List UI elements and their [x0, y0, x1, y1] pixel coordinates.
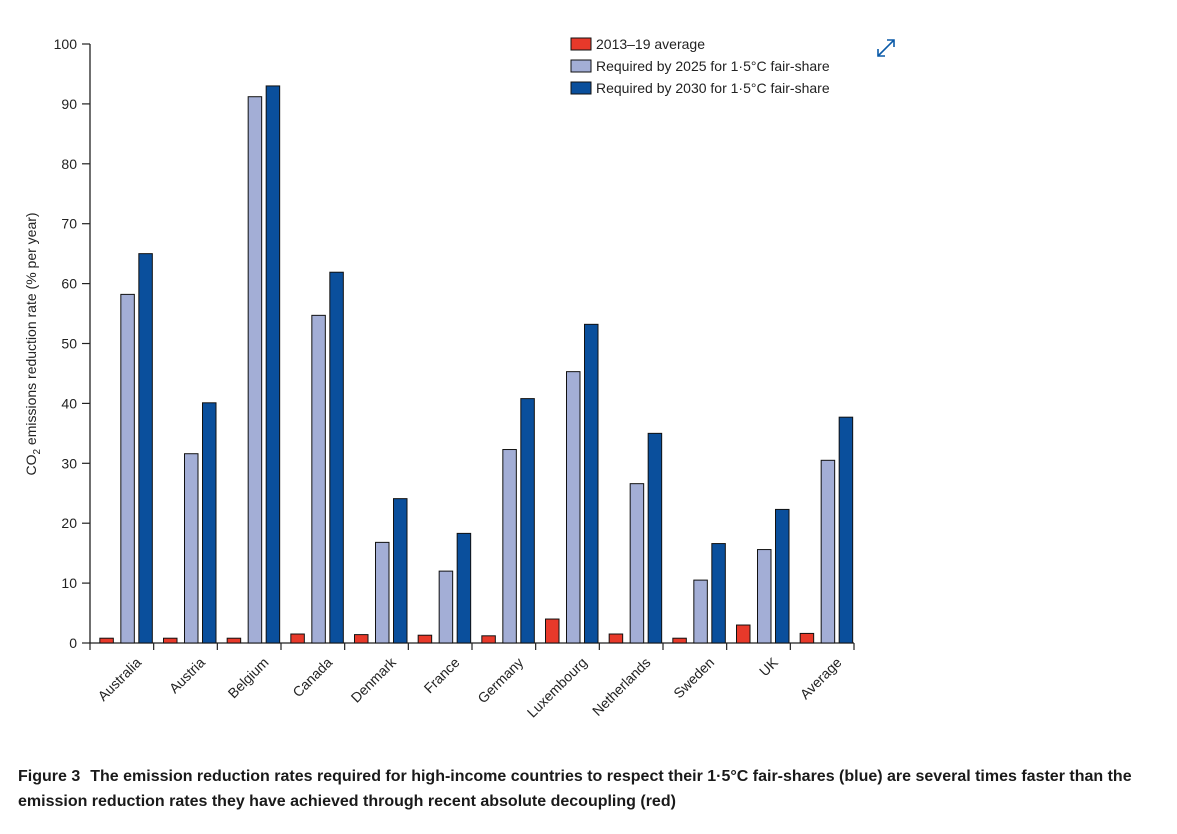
x-tick-label: Denmark	[348, 653, 400, 705]
legend-label: Required by 2030 for 1·5°C fair-share	[596, 80, 830, 96]
legend: 2013–19 average Required by 2025 for 1·5°…	[570, 36, 830, 96]
y-tick-label: 100	[54, 36, 78, 52]
x-tick-label: Australia	[94, 654, 144, 704]
bar-netherlands-series-1	[608, 633, 624, 644]
x-tick-label: Sweden	[670, 654, 717, 701]
legend-label: 2013–19 average	[596, 36, 705, 52]
bar-austria-series-2	[184, 453, 199, 644]
bar-average-series-3	[838, 416, 854, 644]
bar-australia-series-2	[120, 293, 135, 644]
x-tick-label: Germany	[474, 654, 526, 706]
bar-france-series-2	[438, 570, 454, 644]
y-axis-label-prefix: CO	[23, 454, 39, 475]
y-tick-label: 40	[61, 395, 77, 411]
bar-uk-series-2	[757, 549, 772, 644]
y-tick-label: 10	[61, 575, 77, 591]
expand-arrows-icon[interactable]	[873, 35, 899, 61]
bar-france-series-1	[417, 634, 433, 644]
bar-belgium-series-1	[226, 637, 242, 644]
y-tick-label: 20	[61, 515, 77, 531]
bar-luxembourg-series-2	[566, 371, 581, 644]
bar-belgium-series-2	[247, 96, 263, 644]
bar-sweden-series-3	[711, 543, 726, 644]
bar-australia-series-3	[138, 253, 153, 644]
bar-australia-series-1	[99, 637, 114, 644]
bar-netherlands-series-2	[629, 483, 645, 644]
bar-average-series-2	[820, 459, 836, 644]
x-tick-label: UK	[756, 654, 782, 680]
x-tick-label: Average	[797, 654, 845, 702]
y-tick-label: 50	[61, 336, 77, 352]
legend-label: Required by 2025 for 1·5°C fair-share	[596, 58, 830, 74]
bar-netherlands-series-3	[647, 432, 663, 644]
bar-luxembourg-series-1	[545, 618, 560, 644]
y-tick-label: 30	[61, 455, 77, 471]
bar-austria-series-1	[163, 637, 178, 644]
y-tick-label: 60	[61, 276, 77, 292]
bars-group	[99, 85, 854, 644]
y-tick-label: 0	[69, 635, 77, 651]
figure-caption: Figure 3 The emission reduction rates req…	[18, 764, 1168, 814]
bar-uk-series-3	[775, 508, 790, 644]
bar-canada-series-1	[290, 633, 305, 644]
y-axis-label: CO2 emissions reduction rate (% per year…	[23, 212, 43, 475]
bar-germany-series-1	[481, 635, 496, 644]
bar-denmark-series-1	[354, 634, 369, 644]
y-axis-label-subscript: 2	[32, 449, 43, 455]
bar-austria-series-3	[202, 402, 217, 644]
bar-uk-series-1	[736, 624, 751, 644]
legend-swatch	[570, 81, 592, 95]
bar-germany-series-2	[502, 449, 517, 644]
axes: 0 10 20 30 40 50 60 70 80 90 100 Australia Austria Be…	[54, 36, 855, 721]
x-tick-label: Netherlands	[589, 654, 654, 719]
bar-denmark-series-2	[375, 541, 390, 644]
y-axis-label-suffix: emissions reduction rate (% per year)	[23, 212, 39, 449]
bar-average-series-1	[799, 632, 815, 644]
caption-text: The emission reduction rates required fo…	[18, 768, 1132, 810]
x-tick-label: Luxembourg	[524, 654, 590, 720]
bar-canada-series-3	[329, 271, 344, 644]
bar-france-series-3	[456, 532, 472, 644]
bar-denmark-series-3	[393, 498, 408, 644]
bar-luxembourg-series-3	[584, 323, 599, 644]
bar-belgium-series-3	[265, 85, 281, 644]
figure-label: Figure 3	[18, 768, 81, 785]
bar-germany-series-3	[520, 398, 535, 644]
x-tick-label: France	[421, 654, 463, 696]
bar-sweden-series-1	[672, 637, 687, 644]
y-tick-label: 80	[61, 156, 77, 172]
legend-swatch	[570, 59, 592, 73]
x-tick-label: Austria	[166, 654, 208, 696]
x-tick-label: Canada	[289, 654, 335, 700]
bar-canada-series-2	[311, 314, 326, 644]
legend-swatch	[570, 37, 592, 51]
y-tick-label: 90	[61, 96, 77, 112]
y-tick-label: 70	[61, 216, 77, 232]
bar-chart: CO2 emissions reduction rate (% per year…	[23, 35, 899, 721]
x-tick-label: Belgium	[225, 654, 272, 701]
bar-sweden-series-2	[693, 579, 708, 644]
